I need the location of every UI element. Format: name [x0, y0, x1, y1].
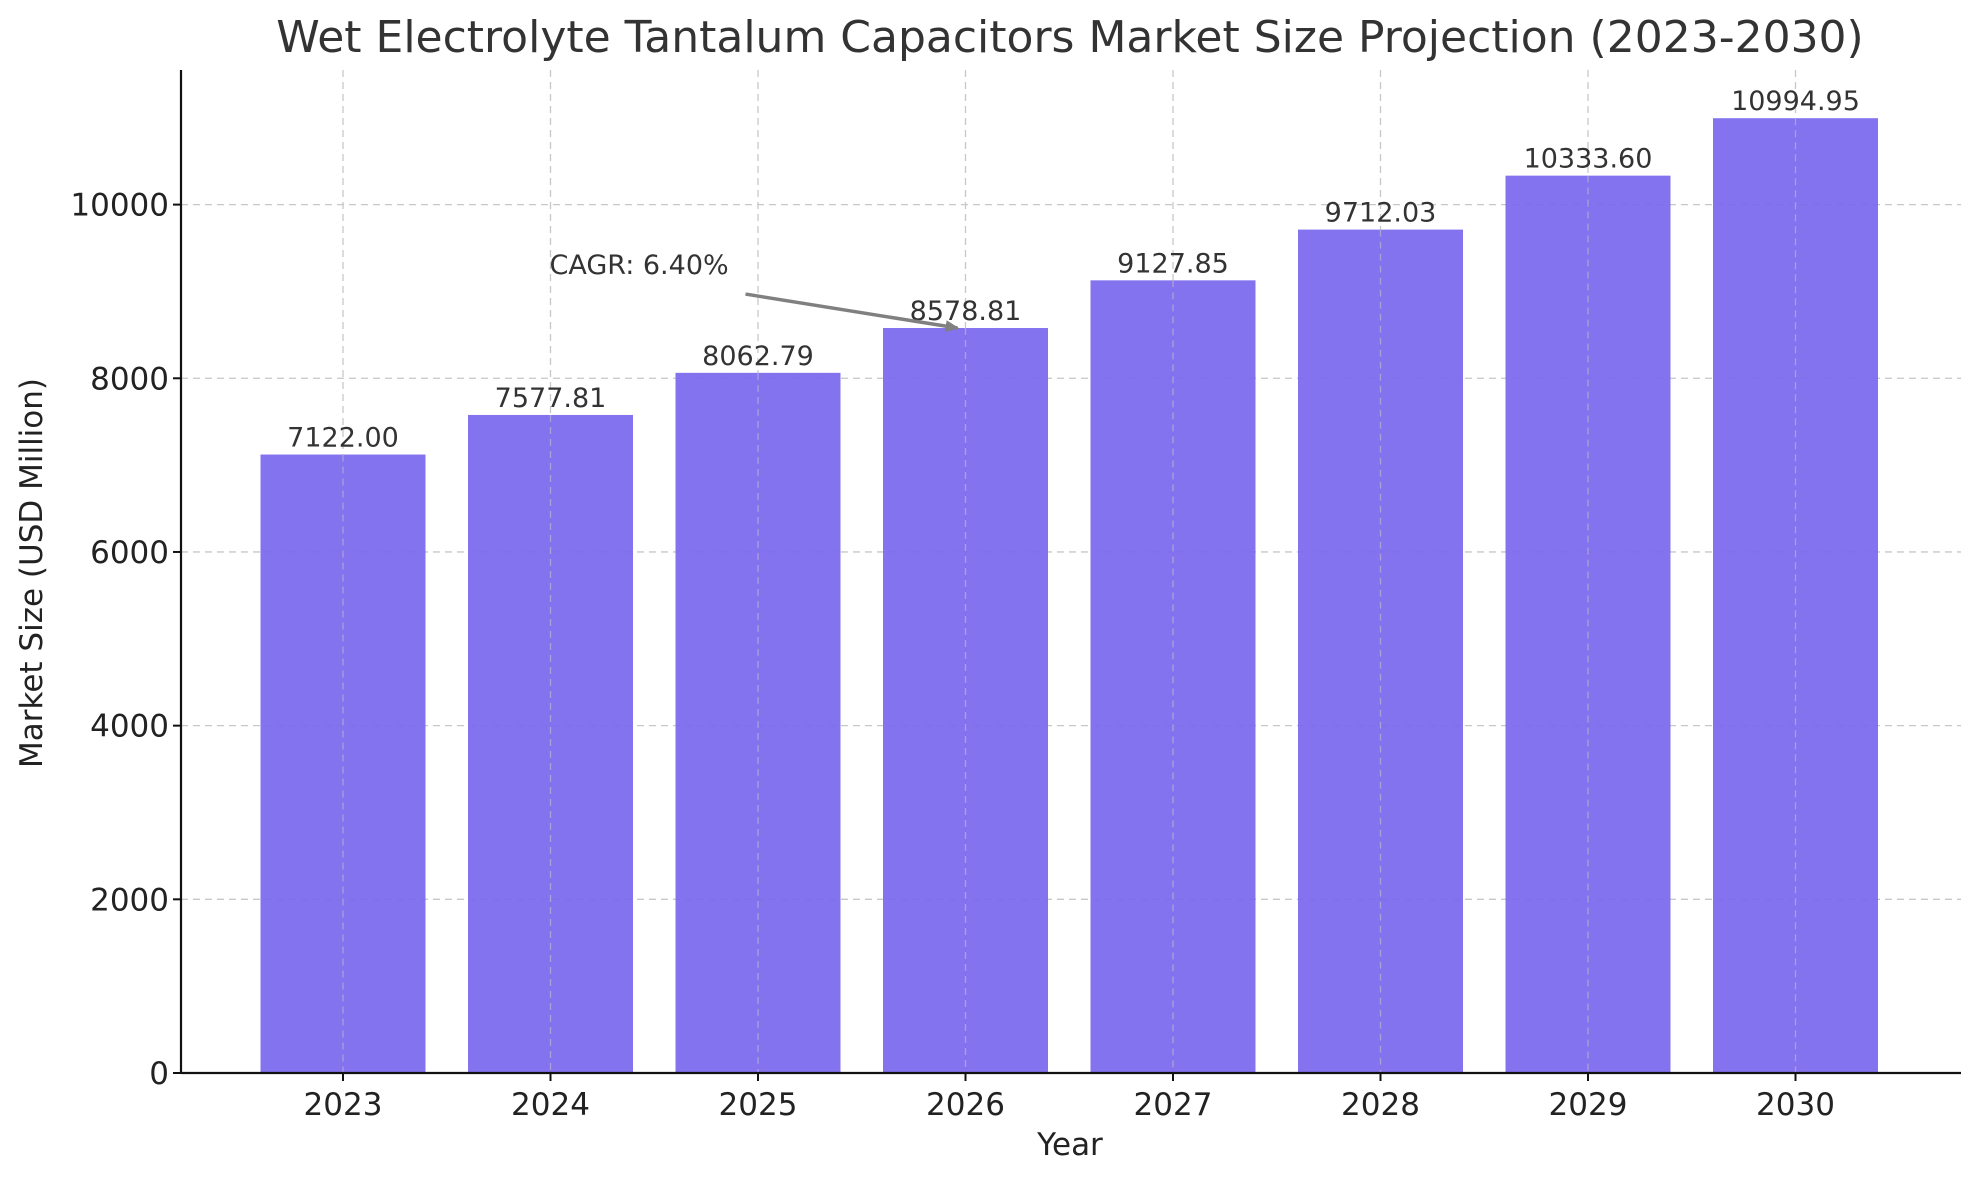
- bar-2023: [260, 454, 426, 1074]
- data-label-2023: 7122.00: [287, 423, 399, 454]
- x-tick-label: 2027: [1134, 1087, 1213, 1123]
- data-label-2030: 10994.95: [1731, 86, 1860, 117]
- y-axis-label: Market Size (USD Million): [14, 378, 50, 768]
- y-tick-label: 4000: [90, 709, 169, 745]
- chart-title: Wet Electrolyte Tantalum Capacitors Mark…: [276, 12, 1863, 63]
- y-tick-label: 0: [149, 1056, 169, 1092]
- annotation-arrow: [745, 292, 960, 333]
- y-tick-label: 2000: [90, 882, 169, 918]
- grid: [181, 70, 1961, 1073]
- data-label-2024: 7577.81: [495, 383, 607, 414]
- data-label-2027: 9127.85: [1117, 248, 1229, 279]
- x-tick-label: 2029: [1549, 1087, 1628, 1123]
- cagr-annotation: CAGR: 6.40%: [550, 250, 729, 281]
- data-label-2028: 9712.03: [1325, 198, 1437, 229]
- bars: [260, 118, 1878, 1074]
- x-tick-label: 2023: [304, 1087, 383, 1123]
- data-label-2029: 10333.60: [1524, 144, 1653, 175]
- data-label-2025: 8062.79: [702, 341, 814, 372]
- x-tick-label: 2026: [926, 1087, 1005, 1123]
- y-tick-label: 6000: [90, 535, 169, 571]
- data-labels: 7122.007577.818062.798578.819127.859712.…: [287, 86, 1860, 453]
- x-tick-label: 2024: [511, 1087, 590, 1123]
- x-tick-label: 2028: [1341, 1087, 1420, 1123]
- bar-2030: [1713, 118, 1878, 1074]
- x-axis-label: Year: [1036, 1127, 1103, 1163]
- y-tick-label: 10000: [70, 188, 169, 224]
- axes: 0 2000 4000 6000 8000 10000 2023 2024 2025 2026 20…: [70, 70, 1961, 1123]
- annotation: CAGR: 6.40%: [550, 250, 960, 333]
- x-tick-label: 2025: [719, 1087, 798, 1123]
- x-tick-label: 2030: [1756, 1087, 1835, 1123]
- y-tick-label: 8000: [90, 361, 169, 397]
